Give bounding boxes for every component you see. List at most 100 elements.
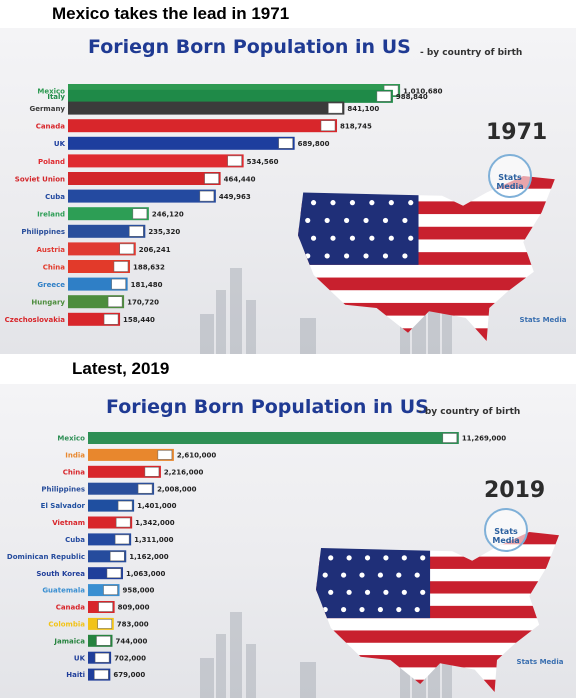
category-label: Czechoslovakia xyxy=(5,316,66,324)
value-label: 1,063,000 xyxy=(126,570,166,578)
bar xyxy=(68,89,393,103)
value-label: 689,800 xyxy=(298,140,330,148)
category-label: Jamaica xyxy=(53,637,85,645)
flag-icon xyxy=(119,243,135,255)
value-label: 841,100 xyxy=(347,105,379,113)
bar xyxy=(68,154,244,168)
category-label: UK xyxy=(54,140,66,148)
value-label: 988,840 xyxy=(396,93,428,101)
flag-icon xyxy=(137,483,153,494)
flag-icon xyxy=(113,261,129,272)
category-label: Germany xyxy=(29,105,65,113)
category-label: India xyxy=(65,452,85,460)
value-label: 702,000 xyxy=(114,654,146,662)
flag-icon xyxy=(278,138,293,149)
bar xyxy=(68,242,136,256)
flag-icon xyxy=(107,296,123,307)
value-label: 158,440 xyxy=(123,316,155,324)
flag-icon xyxy=(376,91,392,102)
flag-icon xyxy=(106,568,122,578)
caption-top: Mexico takes the lead in 1971 xyxy=(52,4,290,23)
value-label: 1,342,000 xyxy=(135,519,175,527)
category-label: Haiti xyxy=(66,671,85,679)
flag-icon xyxy=(98,602,113,612)
value-label: 1,010,680 xyxy=(403,87,443,95)
category-label: Cuba xyxy=(45,193,65,201)
category-label: Philippines xyxy=(41,485,85,493)
value-label: 235,320 xyxy=(148,228,180,236)
flag-icon xyxy=(111,278,126,290)
bar xyxy=(68,189,216,203)
category-label: Greece xyxy=(37,281,65,289)
category-label: Cuba xyxy=(65,536,85,544)
flag-icon xyxy=(114,534,130,545)
value-label: 2,610,000 xyxy=(177,452,217,460)
value-label: 11,269,000 xyxy=(462,435,506,443)
category-label: China xyxy=(43,263,66,271)
flag-icon xyxy=(320,120,336,131)
flag-icon xyxy=(117,500,133,511)
category-label: Ireland xyxy=(37,211,65,219)
chart-panel-2019: Mexico 11,269,000 India 2,610,000 China 2,216… xyxy=(0,384,576,698)
bar xyxy=(68,101,345,115)
category-label: Hungary xyxy=(31,299,65,307)
value-label: 2,008,000 xyxy=(157,485,197,493)
year-label: 1971 xyxy=(486,120,548,145)
value-label: 783,000 xyxy=(117,621,149,629)
category-label: Mexico xyxy=(37,87,65,95)
value-label: 449,963 xyxy=(219,193,251,201)
value-label: 809,000 xyxy=(118,604,150,612)
flag-icon xyxy=(94,652,110,663)
category-label: Austria xyxy=(37,246,66,254)
value-label: 1,162,000 xyxy=(129,553,169,561)
category-label: Guatemala xyxy=(42,587,85,595)
category-label: Canada xyxy=(36,123,66,131)
chart-subtitle: - by country of birth xyxy=(420,48,523,58)
flag-icon xyxy=(144,467,160,477)
flag-icon xyxy=(328,102,343,114)
category-label: China xyxy=(63,468,86,476)
chart-title: Foriegn Born Population in US xyxy=(88,36,411,58)
value-label: 1,401,000 xyxy=(137,502,177,510)
flag-icon xyxy=(204,173,219,184)
value-label: 464,440 xyxy=(224,175,256,183)
watermark: Stats Media xyxy=(520,316,567,324)
flag-icon xyxy=(103,585,118,595)
category-label: Canada xyxy=(56,604,86,612)
chart-2019: Mexico 11,269,000 India 2,610,000 China 2,216… xyxy=(7,432,564,698)
flag-icon xyxy=(103,314,119,325)
watermark: Stats Media xyxy=(517,658,564,666)
flag-icon xyxy=(109,551,125,562)
flag-icon xyxy=(442,433,458,443)
value-label: 2,216,000 xyxy=(164,468,204,476)
category-label: Poland xyxy=(38,158,65,166)
flag-icon xyxy=(129,226,144,237)
category-label: Mexico xyxy=(57,435,85,443)
chart-1971: Mexico 1,010,680 Italy 988,840 Germany 841,10… xyxy=(5,84,567,354)
flag-icon xyxy=(96,636,111,646)
value-label: 188,632 xyxy=(133,263,165,271)
bar xyxy=(88,432,459,444)
stats-media-badge: Stats Media xyxy=(488,154,532,198)
flag-icon xyxy=(227,155,242,167)
flag-icon xyxy=(94,669,109,680)
chart-panel-1971: Mexico 1,010,680 Italy 988,840 Germany 841,10… xyxy=(0,28,576,354)
category-label: Vietnam xyxy=(52,519,85,527)
flag-icon xyxy=(199,190,215,202)
value-label: 534,560 xyxy=(247,158,279,166)
bar xyxy=(68,172,221,185)
chart-title: Foriegn Born Population in US xyxy=(106,396,429,418)
category-label: Dominican Republic xyxy=(7,553,85,561)
caption-bottom: Latest, 2019 xyxy=(72,359,170,378)
category-label: Soviet Union xyxy=(15,175,65,183)
category-label: UK xyxy=(74,654,86,662)
chart-subtitle: - by country of birth xyxy=(418,407,521,417)
value-label: 206,241 xyxy=(139,246,171,254)
value-label: 246,120 xyxy=(152,211,184,219)
value-label: 818,745 xyxy=(340,123,372,131)
bar xyxy=(68,119,338,133)
value-label: 1,311,000 xyxy=(134,536,174,544)
value-label: 744,000 xyxy=(115,637,147,645)
value-label: 679,000 xyxy=(113,671,145,679)
category-label: Italy xyxy=(47,93,65,101)
